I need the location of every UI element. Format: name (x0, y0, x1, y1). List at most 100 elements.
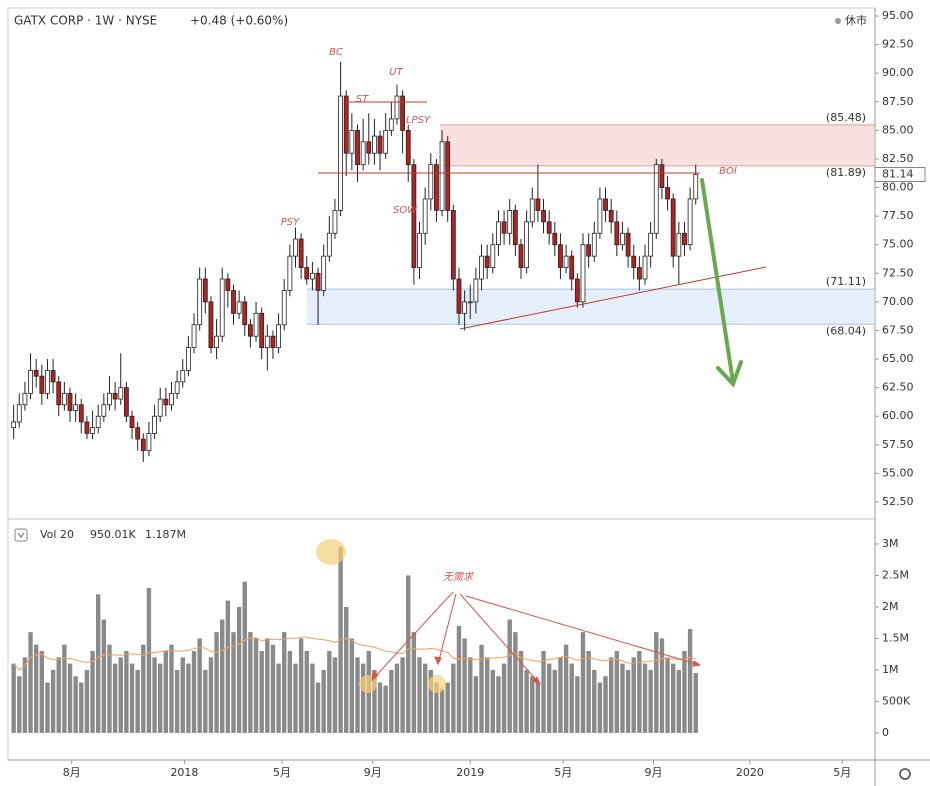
volume-bar (682, 651, 687, 733)
candle-body (546, 221, 552, 234)
candle-body (78, 404, 84, 423)
candle-body (140, 438, 146, 451)
volume-bar (73, 676, 78, 733)
volume-bar (530, 676, 535, 733)
candle-body (276, 324, 281, 349)
volume-bar (214, 632, 219, 733)
y-tick-label: 72.50 (882, 266, 914, 279)
volume-bar (592, 669, 597, 733)
candle-body (563, 255, 569, 268)
volume-bar (67, 663, 73, 733)
candle-body (225, 278, 231, 291)
zone-label: (68.04) (826, 324, 866, 337)
candle-body (123, 387, 129, 417)
volume-bar (608, 657, 614, 733)
volume-bar (315, 682, 321, 733)
candle-body (574, 278, 580, 303)
candle-body (95, 415, 101, 429)
candle-body (236, 301, 242, 314)
volume-bar (135, 669, 140, 733)
candle-body (569, 255, 575, 280)
candle-body (101, 404, 107, 417)
candle-body (648, 232, 654, 257)
candle-body (163, 398, 169, 406)
candle-body (22, 392, 28, 406)
candle-body (450, 209, 456, 280)
candle-body (580, 244, 586, 303)
volume-bar (434, 682, 439, 733)
candle-body (608, 209, 614, 223)
candle-body (676, 232, 682, 257)
volume-bar (265, 638, 270, 733)
candle-body (326, 232, 332, 257)
candle-body (383, 129, 389, 154)
candle-body (50, 370, 56, 383)
volume-bar (39, 651, 45, 733)
volume-bar (569, 663, 574, 733)
y-tick-label: 90.00 (882, 66, 914, 79)
candle-body (490, 244, 496, 268)
candle-body (558, 244, 563, 268)
candle-body (653, 164, 659, 234)
collapse-button[interactable] (14, 528, 28, 542)
volume-bar (394, 663, 400, 733)
symbol: GATX CORP · 1W · NYSE (14, 14, 157, 28)
x-tick-label: 5月 (833, 766, 851, 779)
candle-body (360, 141, 366, 166)
candle-body (456, 278, 462, 314)
volume-bar (456, 625, 462, 733)
candle-body (507, 209, 513, 234)
settings-icon[interactable] (899, 768, 911, 780)
volume-bar (473, 676, 479, 733)
volume-bar (208, 657, 214, 733)
candle-body (484, 255, 490, 268)
volume-bar (270, 644, 276, 733)
frame (7, 7, 876, 761)
candle-body (693, 174, 699, 200)
x-tick-label: 9月 (364, 766, 382, 779)
candle-body (270, 335, 276, 349)
candle-body (355, 129, 360, 166)
volume-bar (231, 632, 236, 733)
volume-bar (439, 688, 445, 733)
volume-bar (642, 663, 648, 733)
y-tick-label: 85.00 (882, 123, 914, 136)
annotation: UT (389, 67, 403, 78)
candle-body (169, 392, 174, 406)
volume-bar (112, 663, 118, 733)
volume-bar (242, 581, 247, 733)
volume-bar (490, 669, 495, 733)
y-tick-label: 3M (882, 537, 899, 550)
zone-label: (71.11) (826, 275, 866, 288)
volume-bar (79, 682, 84, 733)
candle-body (146, 432, 152, 451)
volume-bar (332, 657, 338, 733)
candle-body (636, 267, 642, 280)
volume-bar (276, 663, 281, 733)
volume-bar (445, 682, 450, 733)
volume-bar (124, 651, 129, 733)
last-price-label: 81.14 (882, 167, 914, 180)
volume-bar (377, 682, 383, 733)
candle-body (417, 232, 422, 268)
volume-bar (451, 663, 456, 733)
candle-body (118, 387, 124, 400)
volume-bar (524, 669, 529, 733)
volume-bar (118, 657, 123, 733)
annotation: PSY (281, 217, 300, 228)
volume-title: Vol 20 (40, 528, 74, 541)
volume-bar (406, 575, 411, 733)
volume-bar (298, 638, 304, 733)
y-tick-label: 2M (882, 600, 899, 613)
volume-bar (575, 676, 580, 733)
candle-body (625, 232, 631, 257)
volume-bar (203, 669, 208, 733)
volume-bar (558, 657, 563, 733)
y-tick-label: 1M (882, 663, 899, 676)
volume-bar (535, 682, 541, 733)
header-bg (10, 10, 300, 32)
candle-body (518, 244, 524, 268)
volume-bar (141, 644, 146, 733)
candle-body (152, 415, 157, 434)
volume-bar (462, 638, 467, 733)
